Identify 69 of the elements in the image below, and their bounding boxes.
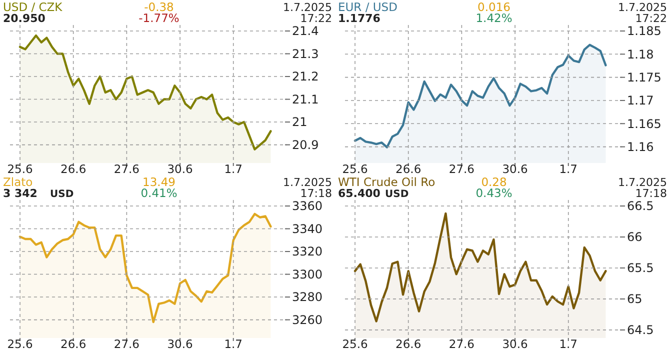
y-tick-label: 65.5 [627, 261, 654, 276]
text: 1.7.2025 [618, 176, 667, 189]
text: -0.38 [144, 0, 174, 14]
text: 1.7.2025 [283, 1, 332, 14]
y-tick-label: 3300 [292, 267, 323, 282]
text: 17:18 [635, 187, 667, 200]
text: 65.400 [338, 187, 381, 200]
text: USD [385, 189, 409, 200]
chart-title: EUR / USD [338, 0, 398, 14]
text: -1.77% [138, 11, 180, 25]
x-tick-label: 27.6 [448, 337, 474, 350]
y-tick-label: 3360 [292, 199, 323, 214]
y-tick-label: 20.9 [292, 138, 319, 152]
y-tick-label: 21.2 [292, 70, 319, 84]
text: 1.42% [476, 11, 512, 25]
x-tick-label: 30.6 [502, 162, 528, 176]
y-tick-label: 1.165 [627, 116, 662, 131]
y-tick-label: 66.5 [627, 199, 654, 214]
x-tick-label: 27.6 [114, 162, 140, 176]
y-tick-label: 1.18 [627, 47, 654, 62]
chart-title: Zlato [3, 175, 33, 189]
text: 0.28 [481, 175, 507, 189]
text: 13.49 [142, 175, 176, 189]
x-tick-label: 30.6 [167, 162, 193, 176]
y-tick-label: 65 [627, 292, 642, 306]
text: 20.950 [3, 12, 46, 25]
text: 1.1776 [338, 12, 381, 25]
x-tick-label: 27.6 [448, 162, 474, 176]
x-tick-label: 30.6 [167, 337, 193, 350]
text: USD [50, 189, 74, 200]
y-tick-label: 21.4 [292, 24, 319, 38]
y-tick-label: 1.16 [627, 140, 654, 154]
x-tick-label: 25.6 [342, 162, 368, 176]
x-tick-label: 26.6 [396, 337, 422, 350]
y-tick-label: 3320 [292, 244, 323, 259]
chart-title: WTI Crude Oil Ro [338, 175, 436, 189]
x-tick-label: 30.6 [502, 337, 528, 350]
y-tick-label: 64.5 [627, 323, 654, 338]
x-tick-label: 25.6 [7, 337, 33, 350]
text: 1.7.2025 [283, 176, 332, 189]
text: 0.41% [140, 186, 178, 200]
text: 17:18 [300, 187, 332, 200]
y-tick-label: 3280 [292, 290, 323, 304]
text: 17:22 [300, 12, 332, 25]
text: 0.016 [478, 0, 510, 14]
y-tick-label: 21.1 [292, 92, 319, 106]
text: 1.7.2025 [618, 1, 667, 14]
text: 0.43% [476, 186, 512, 200]
x-tick-label: 1.7 [224, 162, 243, 176]
x-tick-label: 26.6 [60, 162, 86, 176]
x-tick-label: 25.6 [7, 162, 33, 176]
x-tick-label: 1.7 [559, 337, 578, 350]
y-tick-label: 66 [627, 230, 642, 244]
text: 3 342 [3, 187, 38, 200]
y-tick-label: 1.185 [627, 24, 662, 38]
chart-title: USD / CZK [3, 0, 63, 14]
y-tick-label: 21 [292, 115, 308, 130]
text: 17:22 [635, 12, 667, 25]
y-tick-label: 3340 [292, 222, 323, 236]
x-tick-label: 26.6 [396, 162, 422, 176]
x-tick-label: 26.6 [60, 337, 86, 350]
x-tick-label: 25.6 [342, 337, 368, 350]
y-tick-label: 3260 [292, 312, 323, 327]
y-tick-label: 1.175 [627, 70, 662, 85]
x-tick-label: 27.6 [114, 337, 140, 350]
x-tick-label: 1.7 [224, 337, 243, 350]
y-tick-label: 21.3 [292, 46, 319, 61]
x-tick-label: 1.7 [559, 162, 578, 176]
y-tick-label: 1.17 [627, 94, 654, 108]
